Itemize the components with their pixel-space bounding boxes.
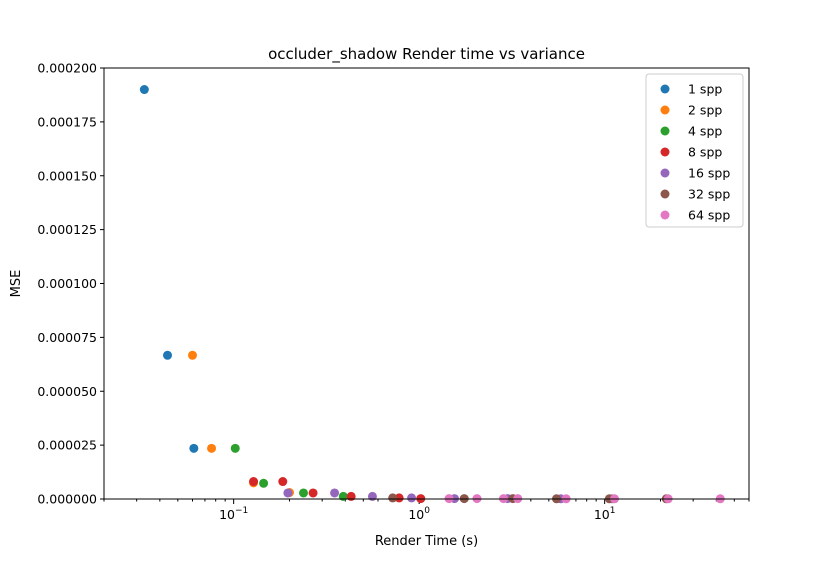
data-point [367, 491, 377, 501]
y-tick-label: 0.000075 [37, 330, 97, 345]
legend-label: 8 spp [688, 145, 722, 160]
data-point [259, 478, 269, 488]
chart-title: occluder_shadow Render time vs variance [268, 45, 585, 64]
x-axis-label: Render Time (s) [375, 534, 478, 549]
data-point [230, 443, 240, 453]
y-tick-label: 0.000150 [37, 168, 97, 183]
y-tick-label: 0.000175 [37, 114, 97, 129]
data-point [163, 350, 173, 360]
data-point [299, 488, 309, 498]
legend-marker [660, 210, 670, 220]
plot-frame [103, 67, 750, 500]
data-point [338, 491, 348, 501]
legend-marker [660, 147, 670, 157]
data-points [139, 85, 725, 504]
data-point [139, 85, 149, 95]
legend-marker [660, 126, 670, 136]
y-axis-label: MSE [9, 270, 24, 298]
data-point [207, 443, 217, 453]
legend-label: 4 spp [688, 124, 722, 139]
x-tick-label: 101 [594, 506, 616, 522]
x-tick-label: 10−1 [219, 506, 248, 522]
y-tick-label: 0.000100 [37, 276, 97, 291]
data-point [308, 488, 318, 498]
data-point [330, 488, 340, 498]
legend-label: 32 spp [688, 187, 730, 202]
y-tick-label: 0.000200 [37, 61, 97, 76]
legend-label: 64 spp [688, 208, 730, 223]
legend-frame [645, 73, 744, 228]
y-axis-ticks: 0.000000 0.000025 0.000050 0.000075 0.000100… [37, 61, 104, 507]
data-point [407, 493, 417, 503]
data-point [188, 350, 198, 360]
legend-marker [660, 105, 670, 115]
x-tick-base: 10 [594, 507, 610, 522]
y-tick-label: 0.000025 [37, 438, 97, 453]
data-point [394, 493, 404, 503]
y-tick-label: 0.000125 [37, 222, 97, 237]
x-tick-exponent: 1 [610, 506, 616, 516]
x-tick-base: 10 [219, 507, 235, 522]
x-axis-ticks: 10−1 100 101 [103, 499, 750, 522]
data-point [189, 443, 199, 453]
legend-label: 16 spp [688, 166, 730, 181]
legend-marker [660, 168, 670, 178]
data-point [388, 493, 398, 503]
legend: 1 spp 2 spp 4 spp 8 spp 16 spp 32 spp 64 spp [645, 73, 744, 228]
x-tick-exponent: 0 [424, 506, 430, 516]
legend-marker [660, 84, 670, 94]
data-point [278, 477, 288, 487]
data-point [346, 491, 356, 501]
legend-marker [660, 189, 670, 199]
data-point [249, 477, 259, 487]
data-point [283, 488, 293, 498]
legend-label: 2 spp [688, 103, 722, 118]
x-tick-exponent: −1 [235, 506, 248, 516]
y-tick-label: 0.000000 [37, 492, 97, 507]
x-tick-base: 10 [408, 507, 424, 522]
x-tick-label: 100 [408, 506, 430, 522]
legend-label: 1 spp [688, 82, 722, 97]
y-tick-label: 0.000050 [37, 384, 97, 399]
